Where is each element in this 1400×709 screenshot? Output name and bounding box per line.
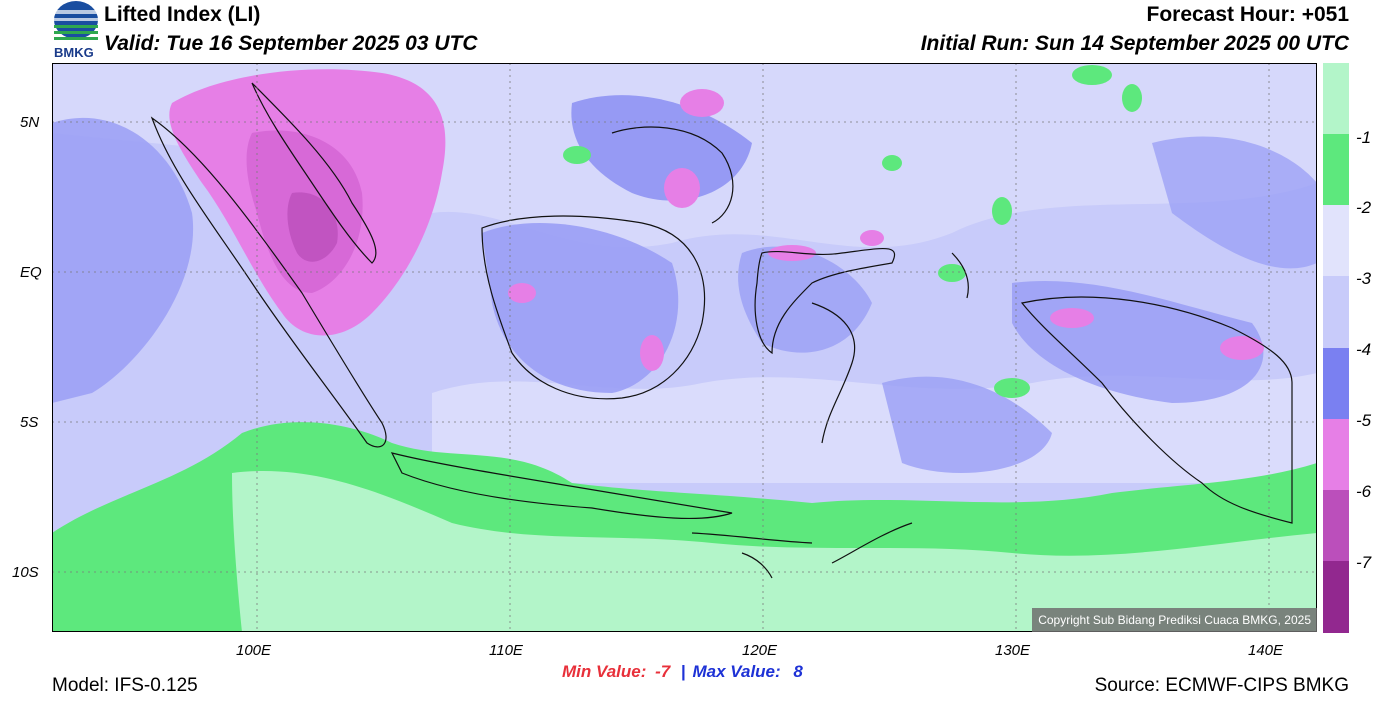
source-label: Source: ECMWF-CIPS BMKG [1094,675,1349,696]
copyright-notice: Copyright Sub Bidang Prediksi Cuaca BMKG… [1032,608,1317,632]
forecast-hour: Forecast Hour: +051 [1146,3,1350,26]
colorbar-label: -7 [1356,553,1372,572]
colorbar-segment [1323,276,1349,349]
bmkg-logo-text: BMKG [54,45,94,60]
bmkg-logo: BMKG [52,0,100,62]
graticule [52,63,1317,632]
lat-label-5s: 5S [20,414,39,431]
colorbar-label: -5 [1356,411,1372,430]
lat-label-5n: 5N [20,114,40,131]
lon-label-130e: 130E [995,642,1031,659]
colorbar-segment [1323,63,1349,135]
colorbar-segment [1323,347,1349,420]
min-max-values: Min Value: -7 | Max Value: 8 [562,662,803,682]
value-separator: | [680,662,686,681]
initial-run: Initial Run: Sun 14 September 2025 00 UT… [920,32,1349,55]
colorbar [1323,63,1349,633]
stable-zone-light [232,471,1317,632]
colorbar-label: -6 [1356,482,1372,501]
colorbar-segment [1323,489,1349,562]
colorbar-label: -2 [1356,198,1372,217]
valid-time: Valid: Tue 16 September 2025 03 UTC [104,32,478,55]
min-value-label: Min Value: [562,662,647,681]
lon-label-110e: 110E [489,642,523,659]
lat-label-10s: 10S [12,564,39,581]
lifted-index-map: Copyright Sub Bidang Prediksi Cuaca BMKG… [52,63,1317,632]
colorbar-segment [1323,205,1349,278]
colorbar-label: -1 [1356,128,1372,147]
lon-label-120e: 120E [742,642,778,659]
model-label: Model: IFS-0.125 [52,675,198,696]
lat-label-eq: EQ [20,264,42,281]
lon-label-100e: 100E [236,642,272,659]
lon-label-140e: 140E [1248,642,1284,659]
colorbar-label: -4 [1356,340,1372,359]
colorbar-segment [1323,560,1349,633]
bmkg-logo-emblem [54,1,98,40]
colorbar-segment [1323,418,1349,491]
coastlines [150,82,1293,579]
colorbar-label: -3 [1356,269,1372,288]
max-value-label: Max Value: [692,662,781,681]
max-value: 8 [793,662,803,681]
chart-title: Lifted Index (LI) [104,3,261,26]
colorbar-segment [1323,134,1349,207]
map-canvas [52,63,1317,632]
min-value: -7 [655,662,671,681]
